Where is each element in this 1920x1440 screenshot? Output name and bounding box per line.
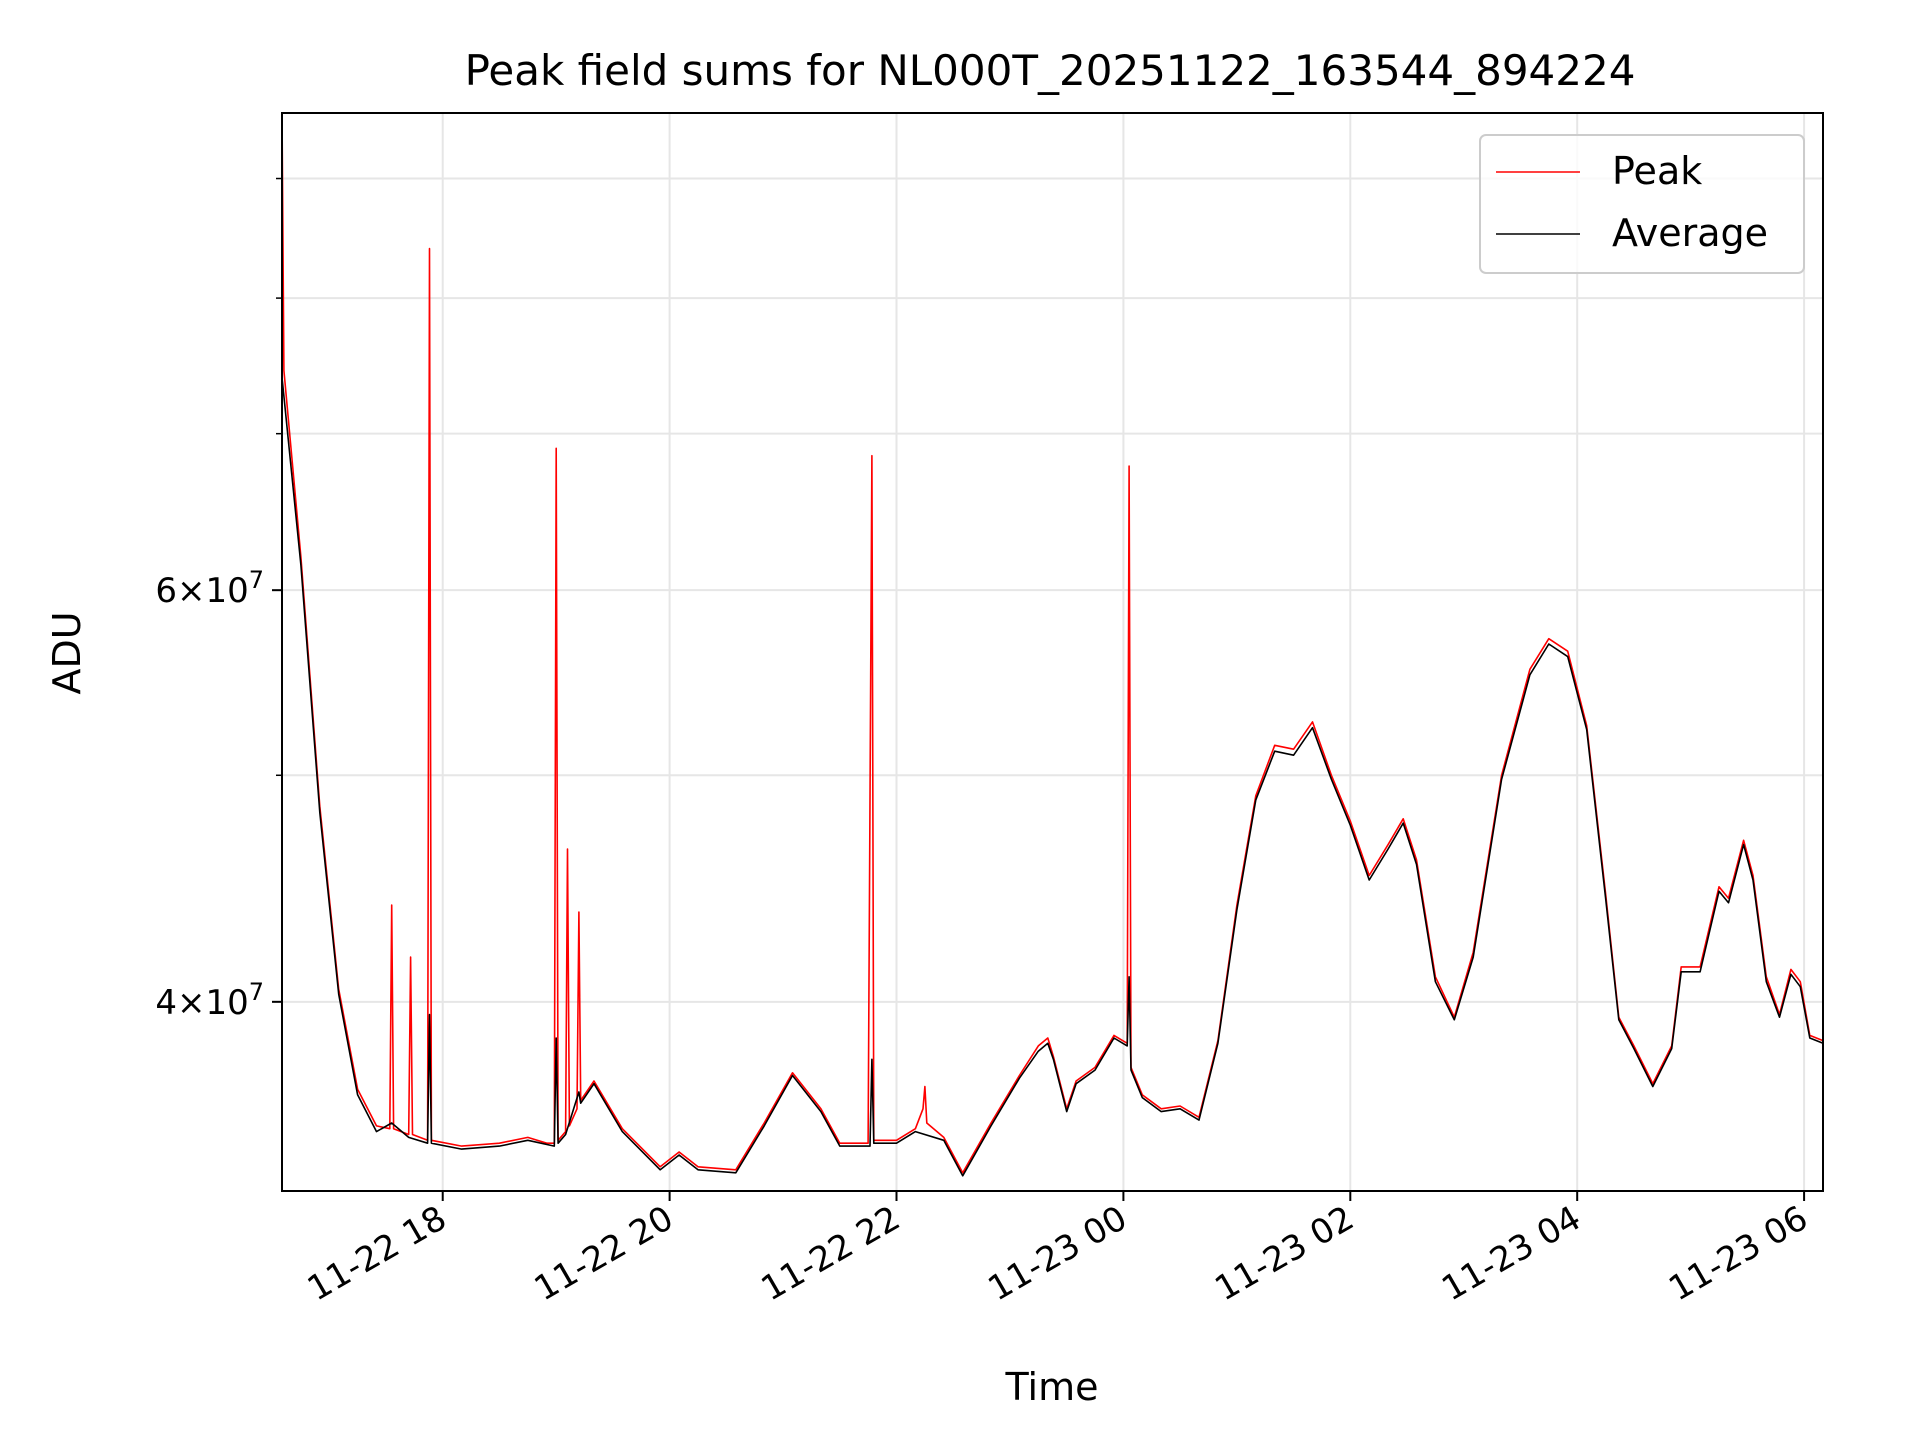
y-axis-label: ADU: [45, 611, 89, 694]
y-tick-exponent: 7: [249, 566, 264, 594]
plot-frame: [281, 112, 1824, 1192]
y-axis: 4×107 6×107: [155, 177, 282, 1023]
y-tick-label: 6×107: [155, 566, 264, 611]
x-axis-label: Time: [1005, 1365, 1099, 1409]
legend-label-peak: Peak: [1612, 149, 1702, 193]
legend-label-average: Average: [1612, 211, 1768, 255]
y-tick-mantissa: 6: [155, 571, 177, 611]
chart-title: Peak field sums for NL000T_20251122_1635…: [465, 46, 1636, 95]
y-tick-label: 4×107: [155, 978, 264, 1023]
y-tick-exponent: 7: [249, 978, 264, 1006]
legend: Peak Average: [1479, 134, 1805, 274]
y-tick-mantissa: 4: [155, 983, 177, 1023]
legend-box: [1479, 134, 1805, 274]
series-line-average: [281, 377, 1824, 1177]
series-layer: [281, 112, 1824, 1177]
